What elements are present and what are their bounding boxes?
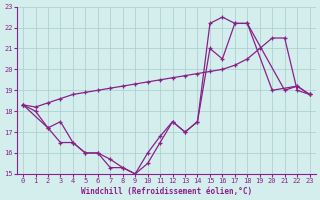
- X-axis label: Windchill (Refroidissement éolien,°C): Windchill (Refroidissement éolien,°C): [81, 187, 252, 196]
